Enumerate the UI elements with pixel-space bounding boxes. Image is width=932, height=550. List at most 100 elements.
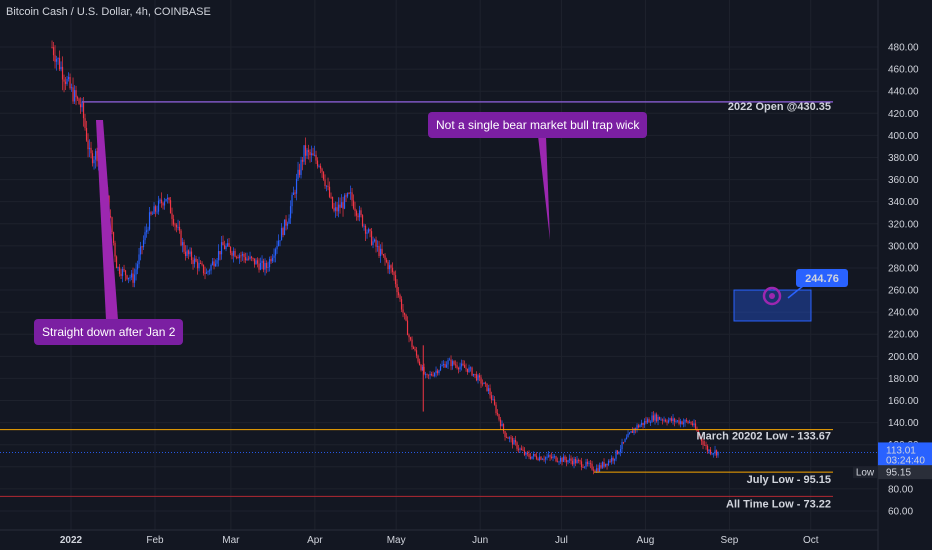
time-tick-label: 2022: [60, 535, 83, 546]
candle-body: [499, 419, 502, 427]
candle-body: [88, 147, 91, 150]
target-tag-label: 244.76: [805, 273, 839, 285]
price-tick-label: 260.00: [888, 286, 919, 297]
candle-body: [685, 419, 688, 422]
candle-body: [508, 437, 511, 439]
annotations: 244.76: [96, 120, 848, 322]
candle-body: [352, 200, 355, 209]
candle-body: [541, 459, 544, 461]
candle-body: [220, 242, 223, 255]
candle-body: [591, 463, 593, 470]
candle-body: [112, 232, 115, 243]
candle-body: [399, 295, 401, 300]
candle-body: [400, 299, 403, 310]
candle-body: [540, 456, 542, 460]
callout-no-bull-trap: Not a single bear market bull trap wick: [428, 112, 648, 138]
candle-body: [414, 348, 416, 351]
candle-body: [135, 269, 137, 275]
time-axis[interactable]: 2022 Feb Mar Apr May Jun Jul Aug Sep Oct: [0, 529, 878, 546]
candle-body: [402, 309, 404, 313]
candle-body: [114, 242, 116, 257]
candle-body: [222, 242, 224, 246]
candle-body: [517, 448, 520, 450]
candle-body: [72, 87, 74, 102]
candle-body: [229, 246, 232, 253]
candle-body: [321, 168, 323, 172]
candle-body: [525, 452, 527, 455]
candle-body: [219, 251, 221, 255]
candle-body: [474, 373, 476, 375]
candle-body: [501, 423, 503, 427]
candle-body: [327, 185, 329, 187]
candle-body: [502, 423, 505, 432]
candle-body: [676, 420, 679, 422]
candle-body: [111, 217, 113, 233]
candle-body: [588, 463, 590, 465]
candle-body: [534, 454, 536, 456]
candle-body: [460, 363, 463, 367]
candle-body: [123, 269, 125, 271]
candle-body: [330, 196, 332, 198]
candle-body: [582, 467, 584, 468]
candle-body: [249, 256, 251, 260]
candle-body: [139, 246, 142, 255]
candle-body: [439, 366, 442, 371]
candle-body: [228, 243, 230, 247]
target-marker-inner: [769, 293, 775, 299]
candle-body: [583, 466, 586, 468]
candle-body: [309, 151, 311, 156]
candle-body: [226, 243, 229, 247]
candle-body: [243, 253, 245, 258]
candle-body: [424, 373, 427, 375]
candle-body: [711, 453, 713, 455]
candle-body: [207, 271, 209, 273]
chart-grid: [0, 0, 878, 530]
time-tick-label: Mar: [222, 535, 240, 546]
candle-body: [712, 453, 715, 455]
candle-body: [391, 267, 394, 273]
candle-body: [252, 257, 254, 259]
candle-body: [678, 420, 680, 424]
candle-body: [282, 228, 284, 236]
candle-body: [153, 206, 155, 214]
candle-body: [412, 347, 415, 349]
candle-body: [355, 210, 358, 216]
candle-body: [247, 258, 250, 260]
candle-body: [162, 203, 164, 206]
candle-body: [621, 442, 623, 450]
price-tick-label: 420.00: [888, 109, 919, 120]
candle-body: [208, 270, 211, 272]
candle-body: [265, 262, 268, 268]
callout-straight-down: Straight down after Jan 2: [34, 319, 184, 345]
candle-body: [616, 450, 619, 454]
candle-body: [73, 90, 76, 102]
candle-body: [667, 420, 670, 423]
candle-body: [322, 171, 325, 180]
target-tag: [796, 269, 848, 287]
candle-body: [280, 228, 283, 241]
candle-body: [138, 254, 140, 265]
candle-body: [342, 202, 344, 209]
candle-body: [579, 460, 581, 462]
candle-body: [430, 374, 433, 376]
candle-body: [357, 215, 359, 218]
candle-body: [291, 194, 293, 207]
candle-body: [190, 251, 193, 261]
low-tag-label: Low: [856, 468, 875, 479]
candle-body: [351, 192, 353, 201]
candle-body: [657, 416, 659, 422]
candle-body: [669, 418, 671, 421]
candle-body: [70, 87, 73, 89]
last-price-tag: [878, 442, 932, 467]
candle-body: [672, 418, 674, 422]
candle-body: [69, 77, 71, 89]
candle-body: [304, 145, 307, 156]
candle-body: [382, 254, 385, 256]
candle-body: [421, 366, 424, 371]
candle-body: [637, 425, 640, 428]
candle-body: [418, 361, 421, 365]
candle-body: [168, 197, 170, 201]
candle-body: [367, 229, 370, 233]
